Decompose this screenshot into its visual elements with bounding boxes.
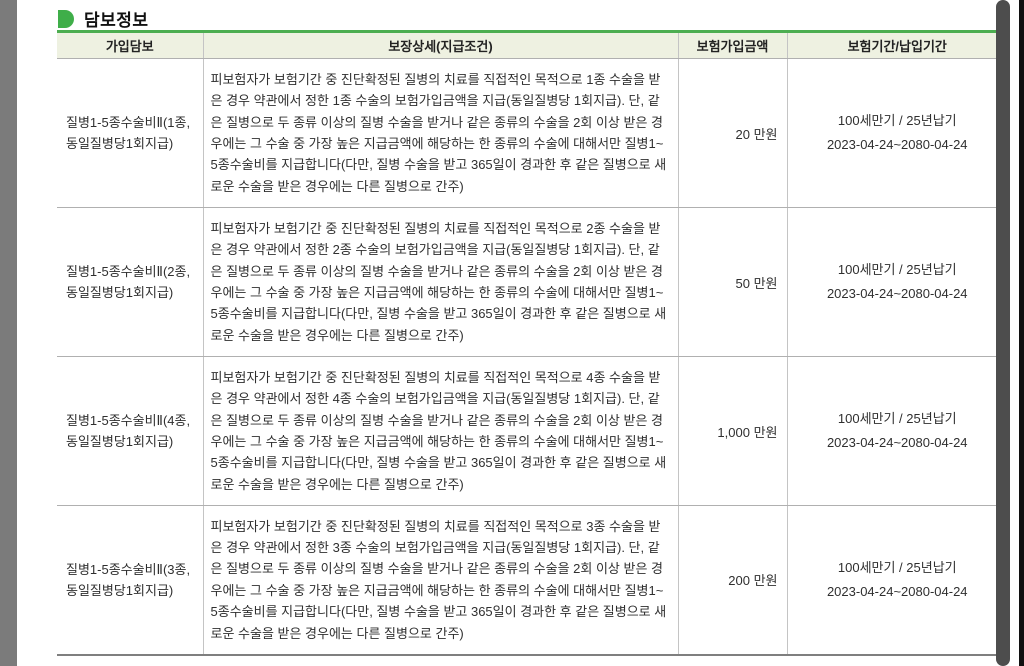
header-period: 보험기간/납입기간	[786, 31, 1007, 59]
coverage-period: 100세만기 / 25년납기 2023-04-24~2080-04-24	[786, 356, 1007, 506]
period-dates: 2023-04-24~2080-04-24	[826, 435, 968, 450]
period-dates: 2023-04-24~2080-04-24	[826, 583, 968, 599]
coverage-period: 100세만기 / 25년납기 2023-04-24~2080-04-24	[786, 58, 1007, 208]
table-row: 질병1-5종수술비Ⅱ(2종,동일질병당1회지급) 피보험자가 보험기간 중 진단…	[57, 207, 1007, 357]
coverage-amount: 20 만원	[677, 58, 787, 208]
coverage-description: 피보험자가 보험기간 중 진단확정된 질병의 치료를 직접적인 목적으로 2종 …	[202, 207, 678, 357]
coverage-description: 피보험자가 보험기간 중 진단확정된 질병의 치료를 직접적인 목적으로 1종 …	[202, 58, 678, 208]
table-row: 질병1-5종수술비Ⅱ(3종,동일질병당1회지급) 피보험자가 보험기간 중 진단…	[57, 505, 1007, 655]
coverage-name: 질병1-5종수술비Ⅱ(4종,동일질병당1회지급)	[57, 356, 203, 506]
header-details: 보장상세(지급조건)	[202, 31, 678, 59]
coverage-period: 100세만기 / 25년납기 2023-04-24~2080-04-24	[786, 207, 1007, 357]
header-amount: 보험가입금액	[677, 31, 787, 59]
coverage-name: 질병1-5종수술비Ⅱ(2종,동일질병당1회지급)	[57, 207, 203, 357]
period-dates: 2023-04-24~2080-04-24	[826, 286, 968, 301]
coverage-amount: 200 만원	[677, 505, 787, 655]
period-terms: 100세만기 / 25년납기	[837, 559, 957, 575]
table-row: 질병1-5종수술비Ⅱ(4종,동일질병당1회지급) 피보험자가 보험기간 중 진단…	[57, 356, 1007, 506]
page-title: 담보정보	[84, 11, 149, 30]
left-gutter	[0, 0, 17, 666]
coverage-period: 100세만기 / 25년납기 2023-04-24~2080-04-24	[786, 505, 1007, 655]
period-terms: 100세만기 / 25년납기	[837, 262, 957, 277]
scrollbar-track[interactable]	[996, 0, 1019, 666]
coverage-table: 가입담보 보장상세(지급조건) 보험가입금액 보험기간/납입기간 질병1-5종수…	[57, 30, 1007, 656]
coverage-amount: 50 만원	[677, 207, 787, 357]
table-header-row: 가입담보 보장상세(지급조건) 보험가입금액 보험기간/납입기간	[57, 31, 1007, 59]
section-title: 담보정보	[58, 6, 149, 31]
period-terms: 100세만기 / 25년납기	[837, 411, 957, 426]
period-terms: 100세만기 / 25년납기	[837, 113, 957, 128]
coverage-name: 질병1-5종수술비Ⅱ(1종,동일질병당1회지급)	[57, 58, 203, 208]
coverage-amount: 1,000 만원	[677, 356, 787, 506]
coverage-description: 피보험자가 보험기간 중 진단확정된 질병의 치료를 직접적인 목적으로 3종 …	[202, 505, 678, 655]
table-row: 질병1-5종수술비Ⅱ(1종,동일질병당1회지급) 피보험자가 보험기간 중 진단…	[57, 58, 1007, 208]
right-edge	[1019, 0, 1024, 666]
coverage-name: 질병1-5종수술비Ⅱ(3종,동일질병당1회지급)	[57, 505, 203, 655]
scrollbar-thumb[interactable]	[996, 0, 1010, 666]
coverage-description: 피보험자가 보험기간 중 진단확정된 질병의 치료를 직접적인 목적으로 4종 …	[202, 356, 678, 506]
section-bullet-icon	[58, 9, 74, 28]
header-coverage: 가입담보	[57, 31, 203, 59]
period-dates: 2023-04-24~2080-04-24	[826, 137, 968, 152]
